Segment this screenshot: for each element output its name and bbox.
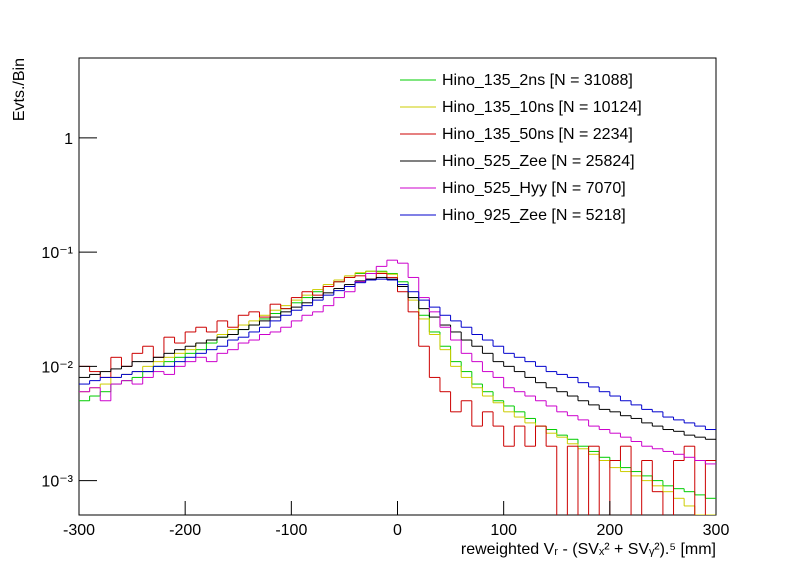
x-tick-label: -300 <box>63 522 95 539</box>
plot-area <box>79 259 716 515</box>
legend-label: Hino_135_10ns [N = 10124] <box>442 99 642 116</box>
x-tick-label: -100 <box>275 522 307 539</box>
y-tick-label: 10⁻² <box>41 359 73 376</box>
y-tick-label: 10⁻³ <box>41 474 73 491</box>
legend-label: Hino_135_2ns [N = 31088] <box>442 72 633 89</box>
y-axis-title: Evts./Bin <box>11 58 28 121</box>
legend-label: Hino_925_Zee [N = 5218] <box>442 207 626 224</box>
x-tick-label: 100 <box>490 522 517 539</box>
legend-label: Hino_525_Hyy [N = 7070] <box>442 180 626 197</box>
x-tick-label: 200 <box>596 522 623 539</box>
y-tick-label: 1 <box>64 131 73 148</box>
y-tick-label: 10⁻¹ <box>41 245 73 262</box>
legend-label: Hino_525_Zee [N = 25824] <box>442 153 635 170</box>
x-axis-title: reweighted Vᵣ - (SVₓ² + SVᵧ²).⁵ [mm] <box>461 541 716 558</box>
legend-label: Hino_135_50ns [N = 2234] <box>442 126 633 143</box>
x-tick-label: 300 <box>703 522 730 539</box>
x-tick-label: -200 <box>169 522 201 539</box>
x-tick-label: 0 <box>393 522 402 539</box>
